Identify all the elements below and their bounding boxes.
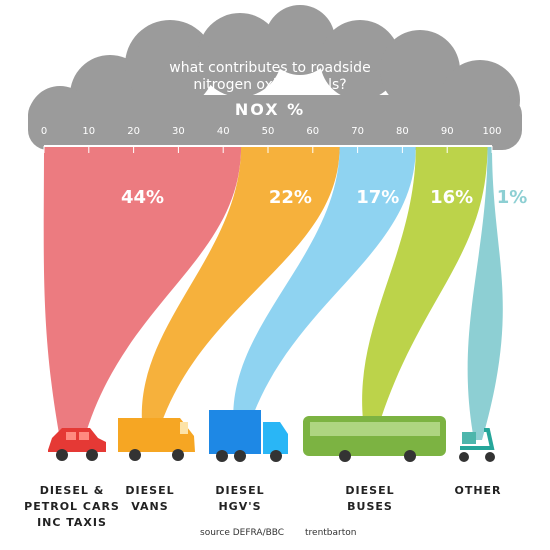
flow-band [141, 146, 340, 440]
subtitle: NOX % [234, 100, 306, 119]
value-label: 1% [497, 187, 528, 208]
car-icon [48, 428, 106, 461]
value-label: 44% [121, 187, 164, 208]
flow-band [467, 146, 503, 440]
source: source DEFRA/BBC [200, 528, 285, 538]
x-tick-label: 100 [482, 126, 501, 137]
title: what contributes to roadside nitrogen ox… [169, 60, 371, 93]
category-label: OTHER [454, 484, 502, 497]
x-tick-label: 50 [262, 126, 275, 137]
flow-band [43, 146, 242, 440]
x-tick-label: 0 [41, 126, 47, 137]
x-tick-label: 10 [82, 126, 95, 137]
category-label: DIESEL VANS [125, 484, 175, 513]
x-tick-label: 80 [396, 126, 409, 137]
x-tick-label: 90 [441, 126, 454, 137]
value-label: 22% [269, 187, 312, 208]
x-tick-label: 20 [127, 126, 140, 137]
category-label: DIESEL HGV'S [215, 484, 265, 513]
x-tick-label: 40 [217, 126, 230, 137]
van-icon [118, 418, 195, 461]
vehicles [48, 410, 495, 462]
category-label: DIESEL & PETROL CARS INC TAXIS [24, 484, 120, 529]
x-tick-label: 70 [351, 126, 364, 137]
x-tick-label: 30 [172, 126, 185, 137]
scooter-icon [459, 428, 495, 462]
x-tick-label: 60 [306, 126, 319, 137]
bus-icon [303, 416, 446, 462]
flow-band [233, 146, 416, 440]
value-label: 16% [430, 187, 473, 208]
hgv-icon [209, 410, 288, 462]
cloud [28, 5, 522, 150]
credit: trentbarton [305, 528, 357, 538]
flow-band [362, 146, 488, 440]
value-label: 17% [356, 187, 399, 208]
category-label: DIESEL BUSES [345, 484, 395, 513]
